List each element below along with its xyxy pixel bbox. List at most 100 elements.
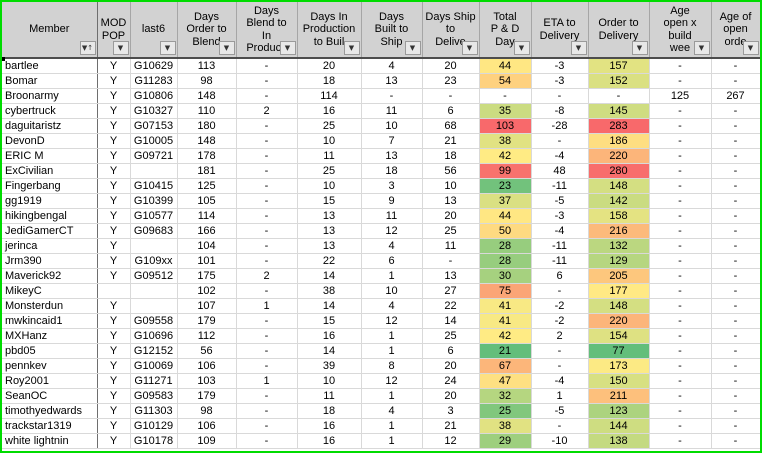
cell-days_built_to_ship[interactable]: 4 bbox=[361, 403, 423, 419]
cell-age_open_x_build_weeks[interactable]: - bbox=[649, 313, 712, 329]
cell-last6[interactable]: G109xx bbox=[130, 253, 178, 269]
filter-dropdown-icon[interactable]: ▼ bbox=[279, 41, 296, 55]
cell-last6[interactable]: G10005 bbox=[130, 133, 178, 149]
cell-days_in_production_to_build[interactable]: 20 bbox=[297, 58, 362, 74]
cell-age_open_x_build_weeks[interactable]: - bbox=[649, 373, 712, 389]
cell-last6[interactable]: G10069 bbox=[130, 358, 178, 374]
cell-last6[interactable]: G10399 bbox=[130, 193, 178, 209]
cell-days_order_to_blend[interactable]: 110 bbox=[177, 103, 237, 119]
cell-days_blend_to_in_production[interactable]: - bbox=[236, 193, 298, 209]
cell-age_of_open_orders[interactable]: - bbox=[711, 403, 760, 419]
cell-days_blend_to_in_production[interactable]: - bbox=[236, 58, 298, 74]
cell-days_built_to_ship[interactable]: 10 bbox=[361, 118, 423, 134]
cell-days_ship_to_deliver[interactable]: 18 bbox=[422, 148, 480, 164]
cell-eta_to_delivery[interactable]: -3 bbox=[531, 58, 589, 74]
cell-order_to_delivery[interactable]: 283 bbox=[588, 118, 650, 134]
cell-days_in_production_to_build[interactable]: 10 bbox=[297, 133, 362, 149]
cell-days_in_production_to_build[interactable]: 16 bbox=[297, 103, 362, 119]
cell-age_open_x_build_weeks[interactable]: 125 bbox=[649, 88, 712, 104]
cell-last6[interactable]: G11283 bbox=[130, 73, 178, 89]
cell-days_in_production_to_build[interactable]: 15 bbox=[297, 193, 362, 209]
filter-dropdown-icon[interactable]: ▼ bbox=[570, 41, 587, 55]
cell-age_open_x_build_weeks[interactable]: - bbox=[649, 433, 712, 449]
cell-age_open_x_build_weeks[interactable]: - bbox=[649, 148, 712, 164]
cell-total_p_and_d_days[interactable]: 28 bbox=[479, 253, 532, 269]
cell-member[interactable]: white lightnin bbox=[2, 433, 98, 449]
cell-last6[interactable]: G09683 bbox=[130, 223, 178, 239]
cell-eta_to_delivery[interactable]: -11 bbox=[531, 238, 589, 254]
cell-mod_pop[interactable]: Y bbox=[97, 403, 131, 419]
cell-days_ship_to_deliver[interactable]: 20 bbox=[422, 388, 480, 404]
cell-mod_pop[interactable]: Y bbox=[97, 373, 131, 389]
cell-days_order_to_blend[interactable]: 103 bbox=[177, 373, 237, 389]
cell-eta_to_delivery[interactable]: - bbox=[531, 343, 589, 359]
cell-days_in_production_to_build[interactable]: 114 bbox=[297, 88, 362, 104]
cell-order_to_delivery[interactable]: 132 bbox=[588, 238, 650, 254]
filter-dropdown-icon[interactable]: ▼ bbox=[631, 41, 648, 55]
cell-member[interactable]: pbd05 bbox=[2, 343, 98, 359]
cell-eta_to_delivery[interactable]: 2 bbox=[531, 328, 589, 344]
cell-age_open_x_build_weeks[interactable]: - bbox=[649, 118, 712, 134]
cell-age_of_open_orders[interactable]: - bbox=[711, 298, 760, 314]
cell-age_open_x_build_weeks[interactable]: - bbox=[649, 133, 712, 149]
cell-days_order_to_blend[interactable]: 148 bbox=[177, 88, 237, 104]
cell-mod_pop[interactable]: Y bbox=[97, 418, 131, 434]
cell-days_ship_to_deliver[interactable]: 20 bbox=[422, 58, 480, 74]
cell-days_built_to_ship[interactable]: 1 bbox=[361, 433, 423, 449]
cell-days_ship_to_deliver[interactable]: 24 bbox=[422, 373, 480, 389]
cell-age_open_x_build_weeks[interactable]: - bbox=[649, 238, 712, 254]
cell-age_of_open_orders[interactable]: - bbox=[711, 73, 760, 89]
cell-days_order_to_blend[interactable]: 148 bbox=[177, 133, 237, 149]
cell-eta_to_delivery[interactable]: - bbox=[531, 418, 589, 434]
cell-days_built_to_ship[interactable]: 1 bbox=[361, 418, 423, 434]
cell-age_of_open_orders[interactable]: - bbox=[711, 313, 760, 329]
cell-days_built_to_ship[interactable]: 4 bbox=[361, 58, 423, 74]
cell-days_in_production_to_build[interactable]: 14 bbox=[297, 298, 362, 314]
cell-last6[interactable]: G10327 bbox=[130, 103, 178, 119]
cell-days_order_to_blend[interactable]: 98 bbox=[177, 403, 237, 419]
cell-last6[interactable]: G09583 bbox=[130, 388, 178, 404]
cell-age_of_open_orders[interactable]: 267 bbox=[711, 88, 760, 104]
cell-age_of_open_orders[interactable]: - bbox=[711, 193, 760, 209]
cell-total_p_and_d_days[interactable]: 35 bbox=[479, 103, 532, 119]
cell-days_blend_to_in_production[interactable]: - bbox=[236, 433, 298, 449]
cell-days_order_to_blend[interactable]: 109 bbox=[177, 433, 237, 449]
cell-last6[interactable]: G09721 bbox=[130, 148, 178, 164]
cell-days_ship_to_deliver[interactable]: 22 bbox=[422, 298, 480, 314]
cell-age_of_open_orders[interactable]: - bbox=[711, 208, 760, 224]
cell-age_open_x_build_weeks[interactable]: - bbox=[649, 283, 712, 299]
cell-member[interactable]: Fingerbang bbox=[2, 178, 98, 194]
cell-mod_pop[interactable]: Y bbox=[97, 178, 131, 194]
cell-order_to_delivery[interactable]: 220 bbox=[588, 148, 650, 164]
cell-mod_pop[interactable]: Y bbox=[97, 73, 131, 89]
cell-days_ship_to_deliver[interactable]: 6 bbox=[422, 103, 480, 119]
cell-total_p_and_d_days[interactable]: 25 bbox=[479, 403, 532, 419]
cell-days_ship_to_deliver[interactable]: 13 bbox=[422, 193, 480, 209]
cell-member[interactable]: trackstar1319 bbox=[2, 418, 98, 434]
cell-days_built_to_ship[interactable]: 7 bbox=[361, 133, 423, 149]
cell-age_of_open_orders[interactable]: - bbox=[711, 268, 760, 284]
cell-age_open_x_build_weeks[interactable]: - bbox=[649, 163, 712, 179]
cell-eta_to_delivery[interactable]: -3 bbox=[531, 73, 589, 89]
cell-order_to_delivery[interactable]: 173 bbox=[588, 358, 650, 374]
cell-member[interactable]: SeanOC bbox=[2, 388, 98, 404]
filter-dropdown-icon[interactable]: ▼ bbox=[742, 41, 759, 55]
cell-days_built_to_ship[interactable]: 13 bbox=[361, 73, 423, 89]
cell-days_order_to_blend[interactable]: 181 bbox=[177, 163, 237, 179]
cell-order_to_delivery[interactable]: 186 bbox=[588, 133, 650, 149]
cell-age_of_open_orders[interactable]: - bbox=[711, 343, 760, 359]
cell-order_to_delivery[interactable]: 145 bbox=[588, 103, 650, 119]
cell-days_built_to_ship[interactable]: 3 bbox=[361, 178, 423, 194]
cell-mod_pop[interactable]: Y bbox=[97, 238, 131, 254]
cell-days_blend_to_in_production[interactable]: - bbox=[236, 283, 298, 299]
cell-days_built_to_ship[interactable]: 4 bbox=[361, 238, 423, 254]
cell-total_p_and_d_days[interactable]: 103 bbox=[479, 118, 532, 134]
filter-dropdown-icon[interactable]: ▼ bbox=[461, 41, 478, 55]
cell-days_in_production_to_build[interactable]: 14 bbox=[297, 343, 362, 359]
cell-days_order_to_blend[interactable]: 179 bbox=[177, 313, 237, 329]
cell-days_blend_to_in_production[interactable]: - bbox=[236, 418, 298, 434]
cell-eta_to_delivery[interactable]: 48 bbox=[531, 163, 589, 179]
filter-dropdown-icon[interactable]: ▼ bbox=[693, 41, 710, 55]
cell-member[interactable]: Broonarmy bbox=[2, 88, 98, 104]
cell-mod_pop[interactable]: Y bbox=[97, 253, 131, 269]
